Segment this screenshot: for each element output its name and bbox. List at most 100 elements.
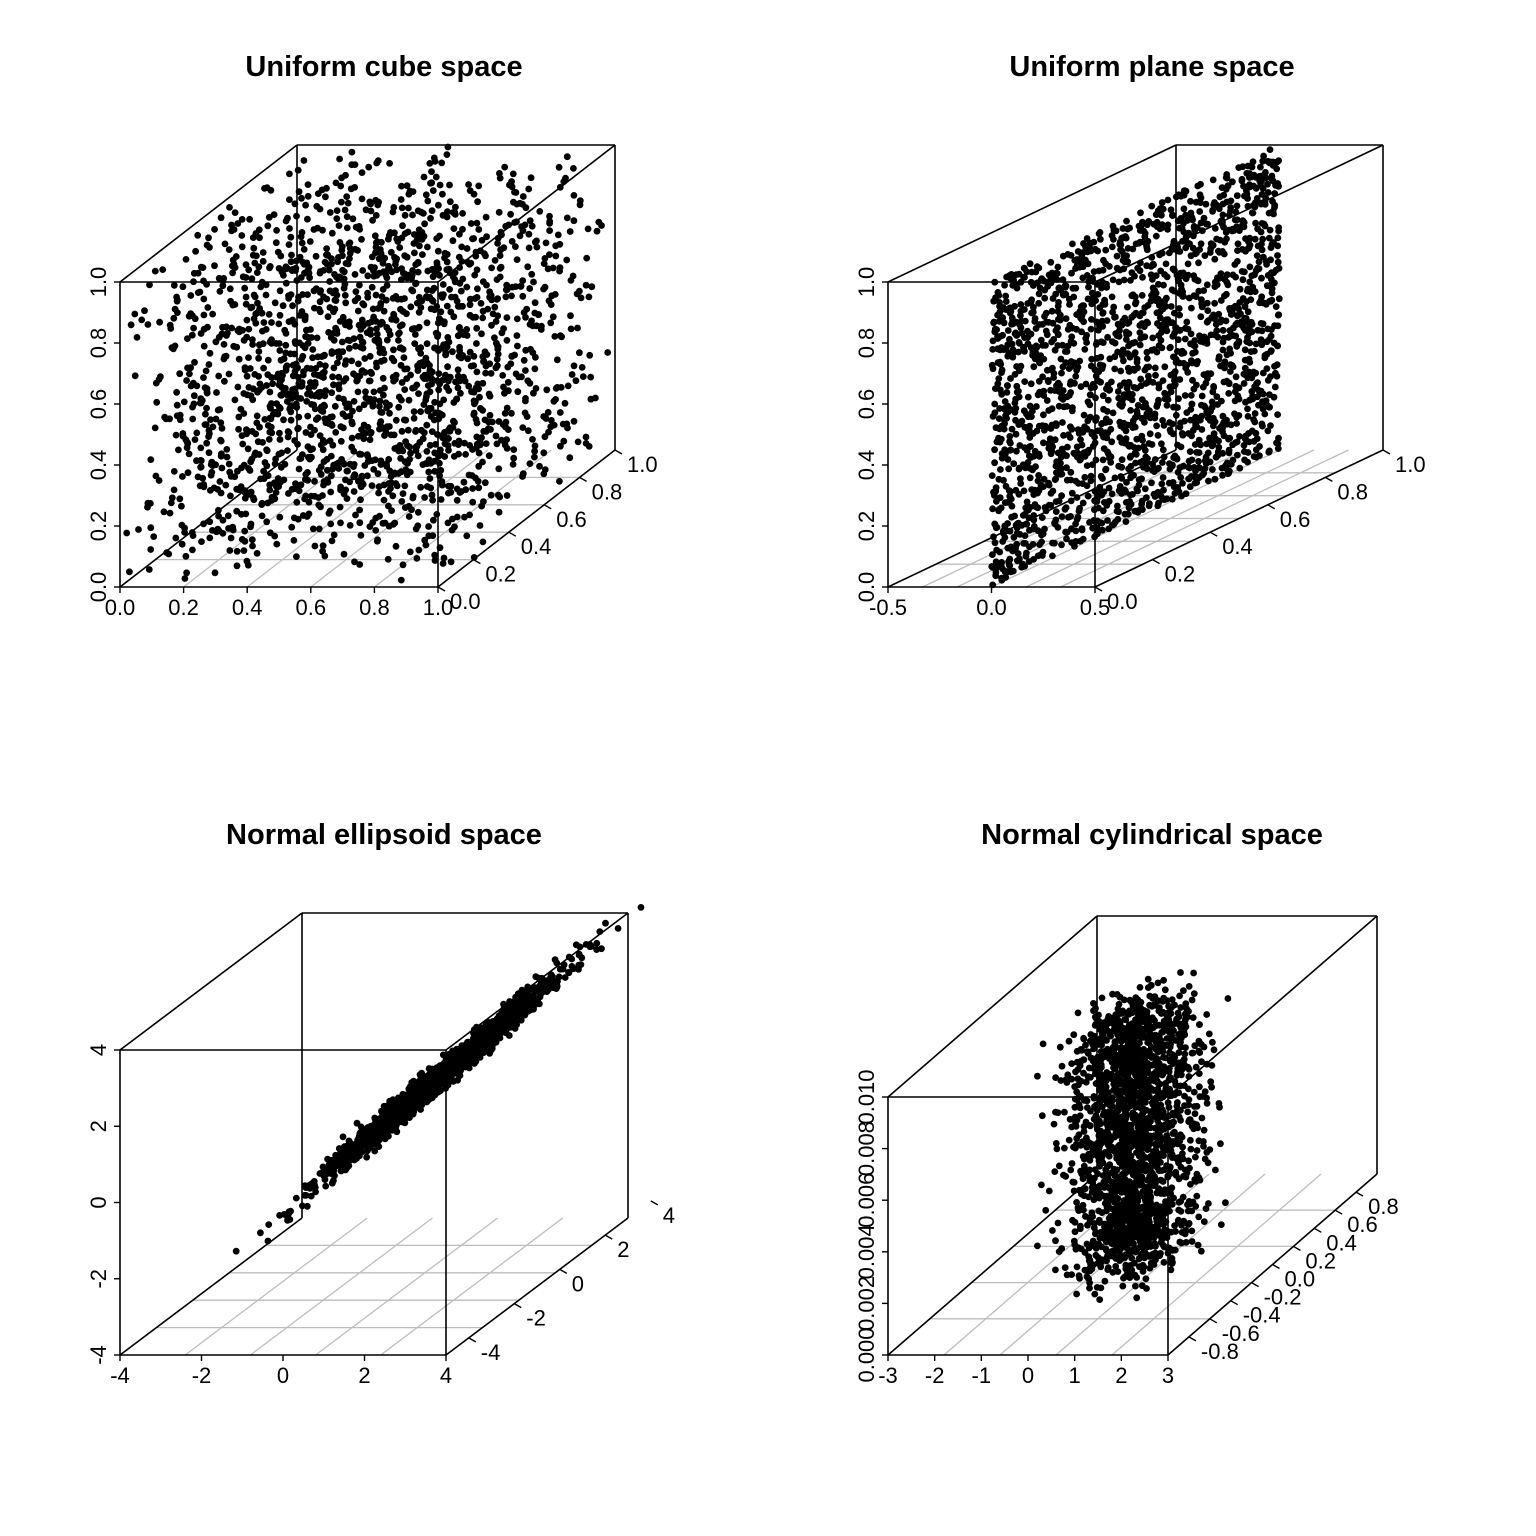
data-point	[481, 416, 489, 424]
data-point	[386, 160, 393, 167]
data-point	[316, 361, 324, 368]
data-point	[1273, 361, 1281, 369]
data-point	[395, 330, 402, 338]
data-point	[1077, 426, 1085, 434]
data-point	[1098, 420, 1105, 428]
data-point	[183, 569, 191, 577]
data-point	[243, 372, 251, 380]
data-point	[560, 178, 568, 186]
data-point	[1219, 412, 1227, 420]
data-point	[334, 275, 342, 282]
data-point	[1222, 462, 1229, 470]
data-point	[991, 446, 998, 454]
data-point	[290, 514, 298, 522]
data-point	[391, 445, 399, 452]
data-point	[1138, 497, 1146, 505]
data-point	[227, 492, 234, 500]
data-point	[1247, 348, 1255, 355]
data-point	[348, 434, 356, 442]
data-point	[392, 416, 400, 424]
data-point	[346, 460, 354, 468]
data-point	[477, 405, 484, 412]
data-point	[1160, 486, 1167, 494]
data-point	[1268, 285, 1276, 293]
data-point	[412, 280, 419, 288]
data-point	[1226, 305, 1233, 312]
data-point	[465, 382, 473, 390]
data-point	[1274, 234, 1282, 242]
data-point	[1055, 284, 1063, 292]
data-point	[501, 163, 509, 171]
data-point	[1241, 303, 1249, 311]
data-point	[1245, 430, 1252, 437]
data-point	[365, 163, 373, 171]
data-point	[460, 478, 468, 486]
data-point	[215, 506, 222, 514]
data-point	[444, 363, 451, 371]
data-point	[253, 269, 261, 276]
data-point	[373, 359, 380, 367]
data-point	[472, 252, 480, 260]
data-point	[1114, 502, 1121, 510]
data-point	[1246, 263, 1254, 271]
data-point	[1096, 229, 1104, 236]
data-point	[1243, 169, 1251, 177]
data-point	[1073, 451, 1081, 458]
data-point	[1039, 320, 1046, 328]
data-point	[988, 472, 996, 479]
data-point	[289, 316, 296, 324]
data-point	[1155, 301, 1163, 309]
data-point	[254, 438, 262, 446]
data-point	[304, 291, 311, 298]
data-point	[511, 188, 518, 196]
data-point	[475, 462, 483, 470]
data-point	[1099, 339, 1107, 346]
data-point	[1180, 462, 1187, 470]
data-point	[213, 389, 220, 396]
data-point	[317, 441, 325, 449]
data-point	[423, 319, 431, 327]
data-point	[285, 292, 292, 300]
data-point	[425, 468, 433, 476]
data-point	[319, 547, 326, 555]
data-point	[355, 321, 363, 329]
data-point	[376, 397, 384, 405]
data-point	[160, 508, 168, 516]
data-point	[293, 212, 300, 220]
data-point	[1233, 342, 1241, 350]
data-point	[454, 428, 462, 435]
data-point	[1187, 416, 1194, 424]
data-point	[1120, 357, 1127, 365]
data-point	[372, 212, 380, 219]
data-point	[409, 287, 417, 295]
data-point	[385, 502, 392, 510]
data-point	[216, 406, 224, 413]
data-point	[198, 538, 205, 545]
data-point	[1059, 276, 1067, 283]
data-point	[995, 434, 1002, 442]
data-point	[1265, 234, 1273, 242]
data-point	[297, 382, 305, 390]
data-point	[428, 168, 435, 176]
data-point	[409, 384, 416, 392]
data-point	[1134, 402, 1142, 409]
data-point	[1066, 380, 1074, 388]
data-point	[1037, 551, 1044, 559]
data-point	[179, 473, 186, 480]
data-point	[424, 382, 432, 389]
data-point	[517, 282, 525, 290]
data-point	[1136, 238, 1144, 246]
data-point	[386, 409, 393, 417]
data-point	[1097, 235, 1104, 243]
data-point	[989, 581, 997, 589]
data-point	[240, 390, 248, 397]
data-point	[1045, 479, 1052, 487]
data-point	[423, 483, 431, 490]
data-point	[1243, 190, 1251, 198]
data-point	[263, 382, 270, 389]
data-point	[405, 513, 413, 520]
data-point	[1179, 480, 1186, 487]
data-point	[1052, 475, 1060, 483]
data-point	[507, 210, 514, 218]
data-point	[1196, 416, 1204, 424]
